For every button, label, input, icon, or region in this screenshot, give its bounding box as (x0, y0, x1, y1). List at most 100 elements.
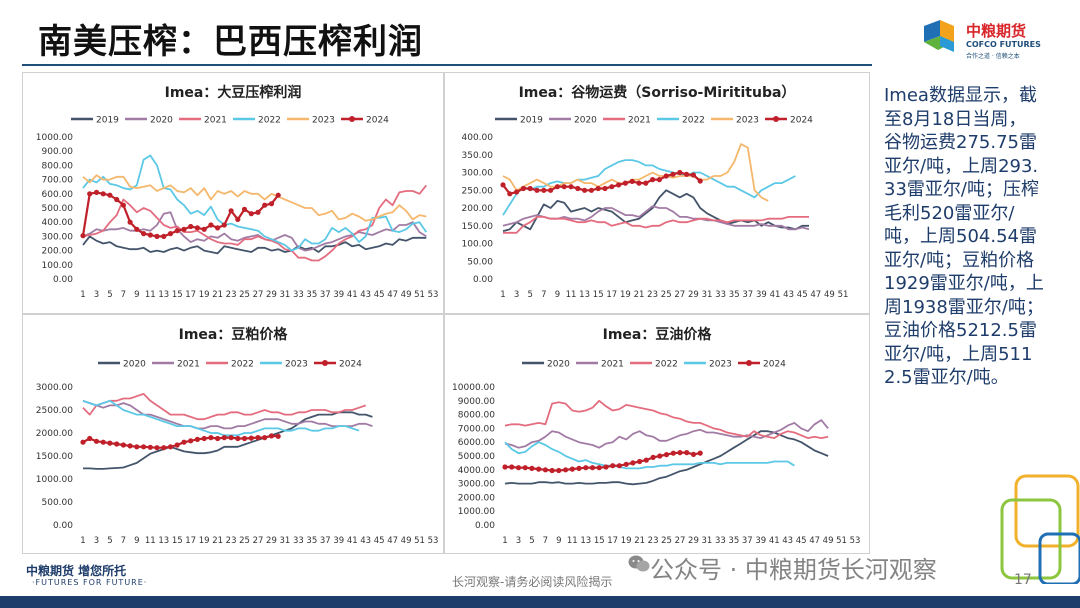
data-point-2024 (167, 444, 174, 450)
x-tick-label: 45 (374, 536, 385, 546)
x-tick-label: 1 (80, 536, 85, 546)
commentary-text: Imea数据显示，截至8月18日当周，谷物运费275.75雷亚尔/吨，上周293… (884, 85, 1044, 388)
x-tick-label: 43 (782, 536, 793, 546)
data-point-2024 (663, 173, 669, 179)
series-line-2019 (502, 189, 809, 232)
data-point-2024 (677, 169, 683, 176)
x-tick-label: 45 (797, 290, 808, 300)
logo-name-cn: 中粮期货 (966, 22, 1027, 40)
x-tick-label: 51 (836, 536, 847, 546)
data-point-2024 (255, 435, 261, 441)
svg-text:2024: 2024 (763, 360, 786, 370)
data-point-2024 (576, 465, 582, 471)
legend-item-2023: 2023 (684, 360, 732, 370)
chart-title: Imea：豆粕价格 (179, 326, 289, 343)
chart-panel-crush-margin: Imea：大豆压榨利润 2019 2020 2021 2022 2023 2024 1000.… (22, 72, 444, 314)
wechat-icon (628, 555, 650, 572)
data-point-2024 (127, 219, 133, 225)
x-tick-label: 13 (158, 290, 169, 300)
svg-text:2021: 2021 (177, 360, 200, 370)
data-point-2024 (650, 177, 656, 183)
x-tick-label: 33 (715, 290, 726, 300)
svg-text:2024: 2024 (339, 360, 362, 370)
data-point-2024 (134, 444, 140, 450)
x-tick-label: 49 (824, 290, 835, 300)
series-line-2024 (502, 171, 701, 195)
y-tick-label: 50.00 (467, 257, 493, 267)
data-point-2024 (215, 435, 221, 442)
x-tick-label: 53 (428, 290, 439, 300)
data-point-2024 (588, 187, 594, 193)
data-point-2024 (194, 436, 200, 442)
data-point-2024 (201, 435, 207, 442)
x-tick-label: 17 (606, 290, 617, 300)
data-point-2024 (208, 435, 214, 441)
y-tick-label: 200.00 (42, 247, 74, 257)
data-point-2024 (527, 185, 533, 192)
data-point-2024 (188, 223, 194, 230)
y-tick-label: 500.00 (42, 204, 74, 214)
y-tick-label: 300.00 (462, 169, 494, 179)
title-divider (22, 64, 872, 66)
y-tick-label: 150.00 (462, 222, 494, 232)
legend-item-2024: 2024 (341, 116, 389, 126)
footer-bar (0, 596, 1080, 608)
data-point-2024 (515, 465, 522, 471)
svg-text:2021: 2021 (628, 116, 651, 126)
series-line-2021 (82, 399, 373, 430)
x-tick-label: 19 (199, 536, 210, 546)
x-tick-label: 35 (729, 290, 740, 300)
svg-text:2023: 2023 (709, 360, 732, 370)
data-point-2024 (610, 463, 616, 469)
series-line-2022 (504, 399, 829, 439)
data-point-2024 (87, 435, 93, 442)
chart-title: Imea：大豆压榨利润 (165, 84, 302, 101)
y-tick-label: 250.00 (462, 186, 494, 196)
company-logo: 中粮期货 COFCO FUTURES 合作之道 · 信赖之本 (920, 14, 1060, 64)
svg-text:2019: 2019 (96, 116, 119, 126)
data-point-2024 (268, 201, 275, 207)
data-point-2024 (554, 184, 560, 190)
series-line-2023 (504, 441, 795, 470)
svg-text:2023: 2023 (312, 116, 335, 126)
svg-text:2022: 2022 (258, 116, 281, 126)
data-point-2024 (697, 450, 703, 456)
data-point-2024 (228, 435, 234, 441)
data-point-2024 (630, 460, 636, 466)
freight-chart: Imea：谷物运费（Sorriso-Miritituba） 2019 2020 202… (462, 84, 849, 300)
data-point-2024 (141, 444, 147, 450)
y-tick-label: 1500.00 (36, 452, 73, 462)
y-tick-label: 700.00 (42, 176, 74, 186)
data-point-2024 (201, 226, 207, 232)
data-point-2024 (268, 433, 275, 439)
series-line-2022 (82, 393, 366, 421)
data-point-2024 (542, 467, 548, 473)
y-tick-label: 3000.00 (36, 383, 73, 393)
data-point-2024 (568, 184, 574, 190)
x-tick-label: 49 (823, 536, 834, 546)
x-tick-label: 47 (810, 290, 821, 300)
logo-name-en: COFCO FUTURES (966, 40, 1041, 49)
data-point-2024 (141, 231, 147, 237)
x-tick-label: 21 (212, 290, 223, 300)
data-point-2024 (241, 435, 248, 442)
y-tick-label: 1000.00 (458, 507, 495, 517)
x-tick-label: 27 (675, 536, 686, 546)
legend-item-2020: 2020 (549, 116, 597, 126)
x-tick-label: 5 (107, 536, 112, 546)
data-point-2024 (174, 228, 180, 234)
x-tick-label: 51 (414, 290, 425, 300)
data-point-2024 (509, 464, 515, 470)
data-point-2024 (500, 182, 506, 188)
data-point-2024 (670, 450, 676, 456)
data-point-2024 (127, 443, 133, 449)
x-tick-label: 23 (647, 290, 658, 300)
x-tick-label: 15 (172, 290, 183, 300)
logo-tagline: 合作之道 · 信赖之本 (966, 53, 1020, 60)
y-tick-label: 2000.00 (36, 429, 73, 439)
series-line-2023 (82, 174, 427, 222)
x-tick-label: 27 (253, 536, 264, 546)
x-tick-label: 53 (428, 536, 439, 546)
series-line-2023 (82, 399, 360, 437)
x-tick-label: 41 (347, 290, 358, 300)
